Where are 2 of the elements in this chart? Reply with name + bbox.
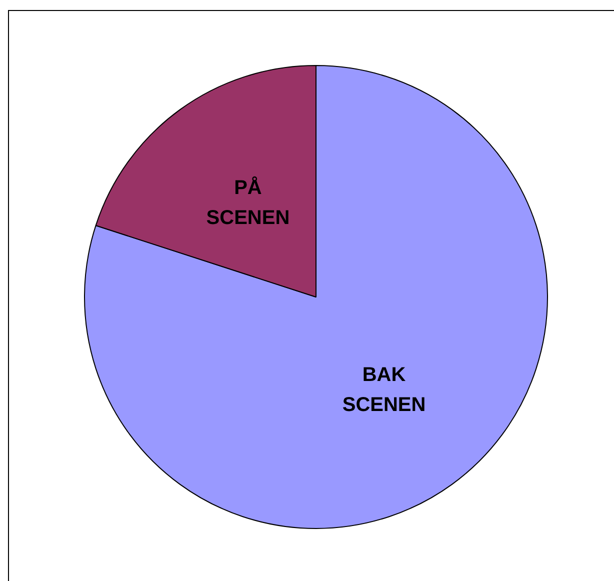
- slice-label: PÅ SCENEN: [206, 176, 290, 229]
- slice-label: BAK SCENEN: [342, 364, 426, 416]
